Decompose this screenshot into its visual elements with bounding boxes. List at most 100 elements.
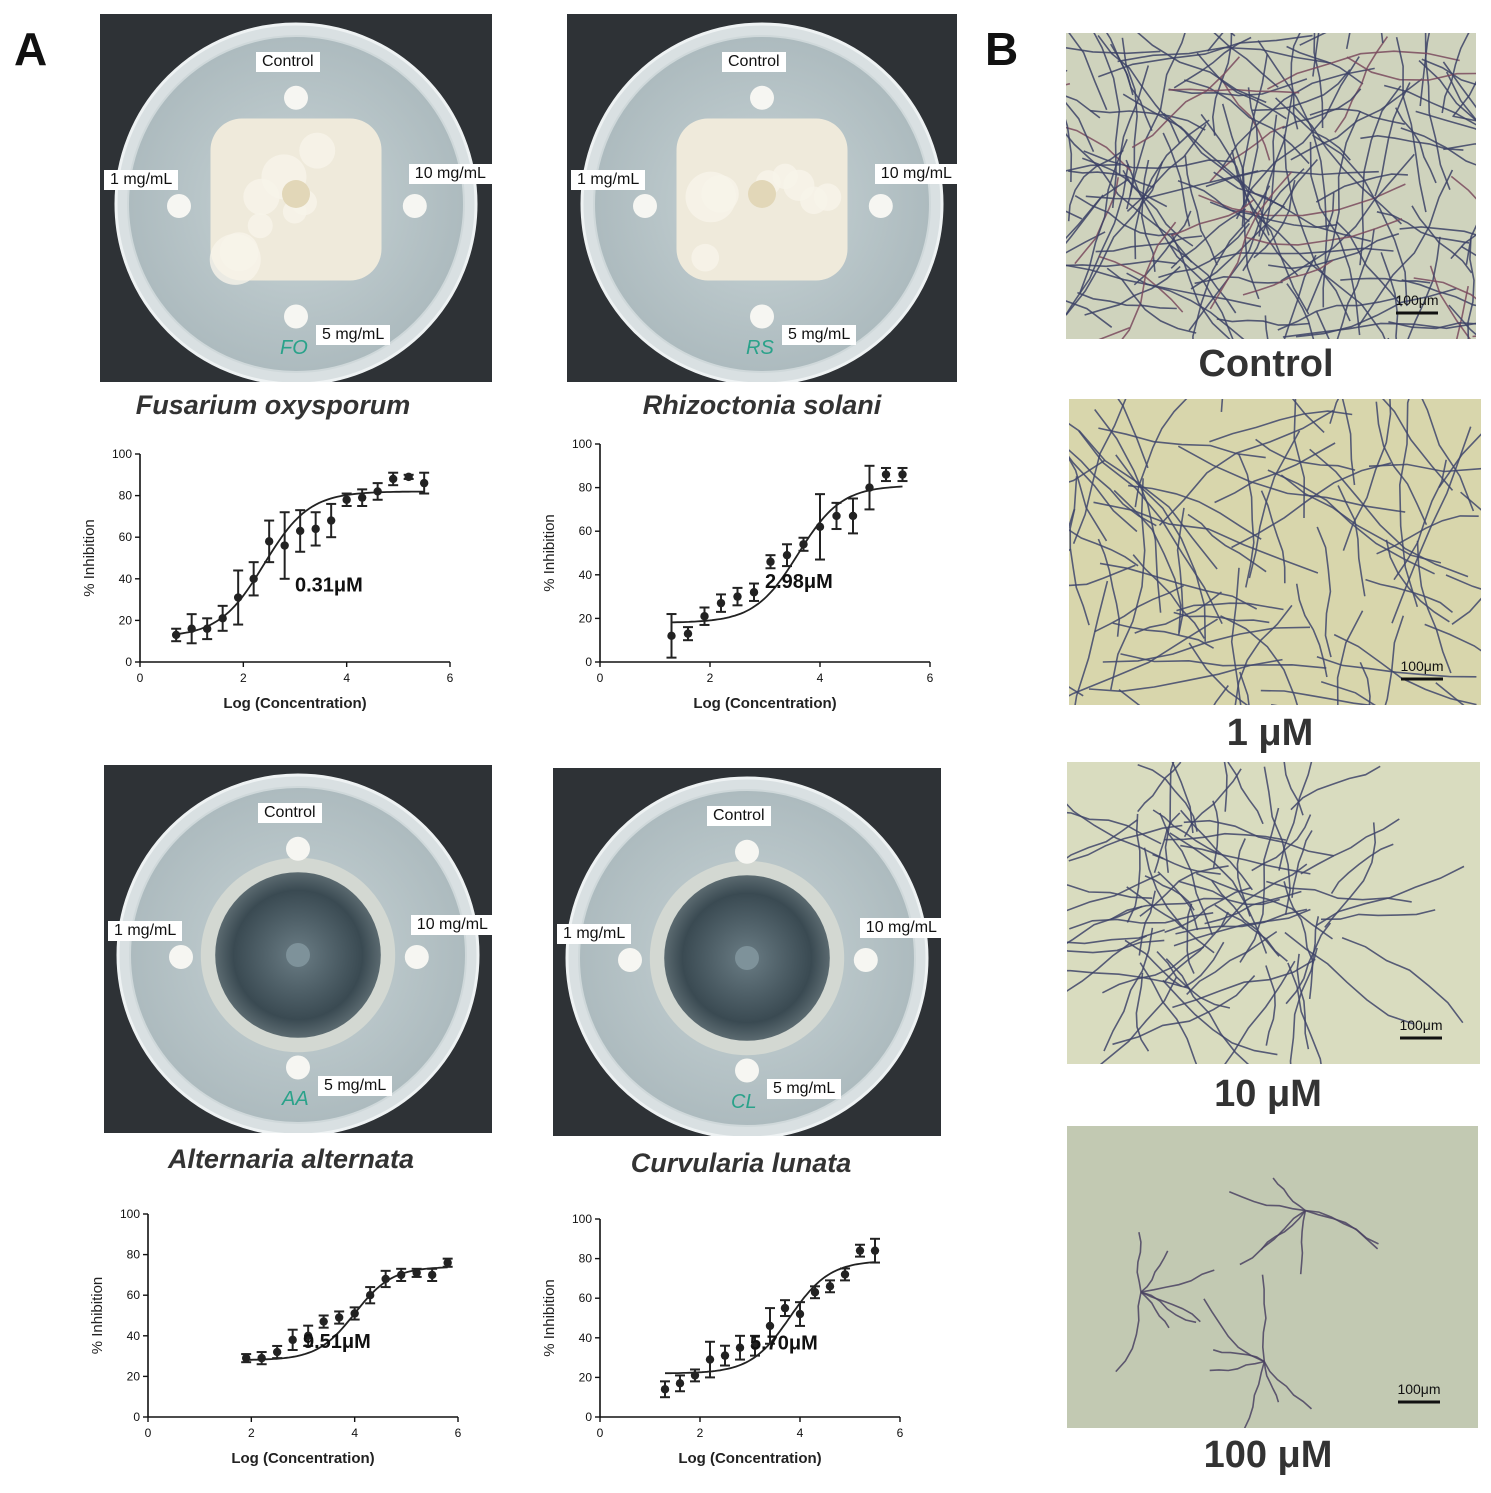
- low-concentration-label: 1 mg/mL: [108, 921, 183, 941]
- hypha: [1074, 580, 1109, 705]
- hypha: [1069, 455, 1138, 533]
- data-point: [341, 492, 352, 507]
- paper-disc: [735, 839, 759, 864]
- hypha: [1401, 279, 1476, 307]
- hypha: [1360, 134, 1464, 151]
- hypha: [1212, 800, 1220, 869]
- data-point: [186, 613, 197, 645]
- hypha: [1316, 526, 1332, 658]
- hypha: [1068, 33, 1108, 111]
- hypha: [1384, 615, 1405, 705]
- hypha: [1164, 762, 1175, 873]
- hypha: [1177, 445, 1406, 513]
- hypha: [1209, 125, 1285, 183]
- hypha: [1220, 77, 1271, 161]
- hypha: [1067, 969, 1191, 990]
- hypha: [1283, 134, 1351, 322]
- hypha: [1120, 653, 1327, 669]
- paper-disc: [284, 304, 308, 329]
- hypha: [1162, 979, 1278, 1056]
- data-point: [427, 1267, 438, 1282]
- micrograph-background: [1067, 1126, 1478, 1428]
- mid-concentration-label: 5 mg/mL: [316, 324, 391, 345]
- hypha: [1235, 56, 1360, 220]
- hypha: [1287, 962, 1322, 1064]
- hypha: [1098, 34, 1313, 78]
- y-axis-label: % Inhibition: [541, 1279, 558, 1357]
- hypha: [1158, 409, 1334, 526]
- data-point: [279, 511, 290, 580]
- hypha: [1172, 958, 1316, 1009]
- hypha: [1177, 180, 1250, 223]
- hypha: [1383, 84, 1476, 126]
- hypha: [1418, 60, 1476, 122]
- hypha: [1098, 427, 1266, 459]
- hypha: [1295, 583, 1328, 678]
- data-point: [256, 1351, 267, 1366]
- hypha: [1067, 149, 1124, 222]
- x-axis-label: Log (Concentration): [223, 695, 366, 712]
- x-tick-label: 6: [447, 671, 454, 685]
- hypha: [1078, 430, 1223, 625]
- hypha: [1176, 507, 1185, 635]
- hypha: [1183, 79, 1310, 165]
- data-point: [365, 1286, 376, 1305]
- hypha: [1290, 765, 1381, 811]
- hypha: [1306, 110, 1362, 312]
- x-tick-label: 6: [927, 671, 934, 685]
- hypha: [1450, 175, 1476, 200]
- petri-plate-photo: CL Control 1 mg/mL 10 mg/mL 5 mg/mL: [553, 768, 941, 1136]
- high-concentration-label: 10 mg/mL: [874, 164, 957, 184]
- hypha: [1258, 91, 1294, 237]
- data-point: [749, 582, 759, 602]
- hypha: [1126, 272, 1245, 339]
- central-disc: [748, 180, 776, 208]
- colony-texture: [247, 213, 273, 239]
- data-point: [310, 511, 321, 547]
- hypha: [1164, 886, 1252, 933]
- hypha: [1395, 37, 1427, 213]
- hypha: [1115, 1291, 1142, 1373]
- hypha: [1277, 296, 1401, 331]
- data-point: [357, 488, 368, 507]
- data-point: [798, 536, 809, 552]
- y-tick-label: 20: [579, 1370, 593, 1384]
- hypha: [1260, 490, 1286, 584]
- hypha: [1316, 656, 1477, 678]
- y-tick-label: 40: [579, 1331, 593, 1345]
- data-point: [897, 466, 908, 483]
- hypha: [1176, 602, 1284, 612]
- y-tick-label: 40: [127, 1329, 141, 1343]
- hypha: [1069, 508, 1090, 626]
- plate-marking: AA: [281, 1088, 309, 1110]
- data-point: [780, 1299, 790, 1318]
- hypha: [1113, 489, 1182, 633]
- hypha: [1066, 231, 1106, 254]
- plate-marking: RS: [746, 337, 774, 359]
- hypha: [1283, 881, 1314, 961]
- hypha: [1340, 277, 1431, 284]
- hypha: [1069, 459, 1106, 483]
- hypha: [1200, 113, 1299, 277]
- hypha: [1243, 1361, 1266, 1428]
- data-point: [870, 1237, 880, 1264]
- hypha: [1385, 539, 1450, 623]
- species-name: Rhizoctonia solani: [642, 390, 882, 420]
- hypha: [1455, 285, 1469, 339]
- hypha: [1124, 939, 1183, 988]
- x-axis-label: Log (Concentration): [693, 695, 836, 712]
- hypha: [1067, 884, 1153, 899]
- hypha: [1421, 399, 1475, 512]
- dose-response-chart: 0 20 40 60 80 100 0 2 4 6 Log (Concentration) % Inh…: [541, 437, 934, 712]
- hypha: [1242, 259, 1334, 296]
- paper-disc: [868, 194, 893, 218]
- hypha: [1173, 611, 1270, 624]
- hypha: [1320, 681, 1377, 705]
- hypha: [1337, 485, 1366, 597]
- hypha: [1066, 133, 1193, 263]
- y-tick-label: 60: [579, 524, 593, 538]
- x-tick-label: 0: [137, 671, 144, 685]
- hypha: [1067, 905, 1143, 945]
- hypha: [1066, 126, 1132, 172]
- x-tick-label: 2: [707, 671, 714, 685]
